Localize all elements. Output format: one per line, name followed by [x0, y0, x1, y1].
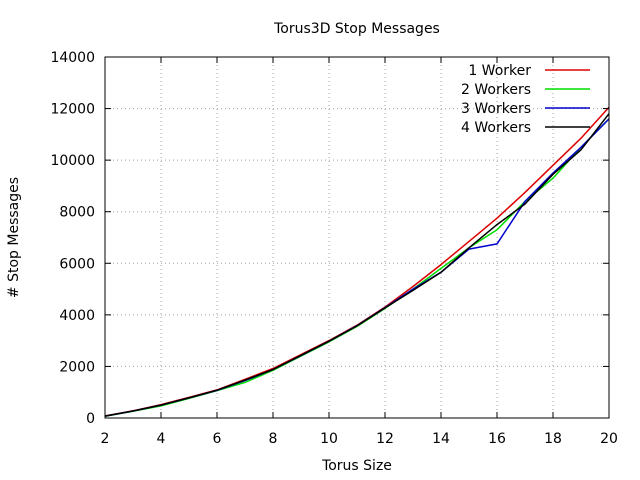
y-axis-label: # Stop Messages [6, 177, 22, 298]
y-tick-label: 4000 [59, 308, 95, 324]
y-tick-label: 6000 [59, 256, 95, 272]
legend-label: 3 Workers [461, 101, 531, 117]
x-tick-label: 4 [157, 431, 166, 447]
y-tick-label: 10000 [50, 153, 95, 169]
legend-label: 4 Workers [461, 120, 531, 136]
chart-title: Torus3D Stop Messages [273, 21, 440, 37]
legend-label: 1 Worker [468, 63, 531, 79]
x-tick-label: 6 [213, 431, 222, 447]
x-tick-label: 2 [101, 431, 110, 447]
grid [105, 57, 609, 418]
legend: 1 Worker 2 Workers 3 Workers 4 Workers [461, 63, 590, 136]
series-line-4 [104, 113, 610, 417]
y-tick-label: 0 [86, 411, 95, 427]
y-tick-label: 2000 [59, 359, 95, 375]
y-tick-label: 12000 [50, 102, 95, 118]
plot-border [104, 56, 610, 419]
series-layer [104, 106, 610, 417]
legend-label: 2 Workers [461, 82, 531, 98]
x-tick-label: 8 [269, 431, 278, 447]
x-tick-label: 16 [488, 431, 506, 447]
x-tick-label: 18 [544, 431, 562, 447]
x-tick-label: 10 [320, 431, 338, 447]
y-tick-label: 8000 [59, 205, 95, 221]
x-tick-label: 12 [376, 431, 394, 447]
x-axis-label: Torus Size [321, 458, 392, 474]
x-tick-label: 20 [600, 431, 618, 447]
ticks-layer: 2 4 6 8 10 12 14 16 18 20 0 2000 4000 6000 8000 10000 12… [50, 50, 617, 447]
x-tick-label: 14 [432, 431, 450, 447]
labels-layer: Torus3D Stop Messages Torus Size # Stop … [6, 21, 440, 474]
y-tick-label: 14000 [50, 50, 95, 66]
